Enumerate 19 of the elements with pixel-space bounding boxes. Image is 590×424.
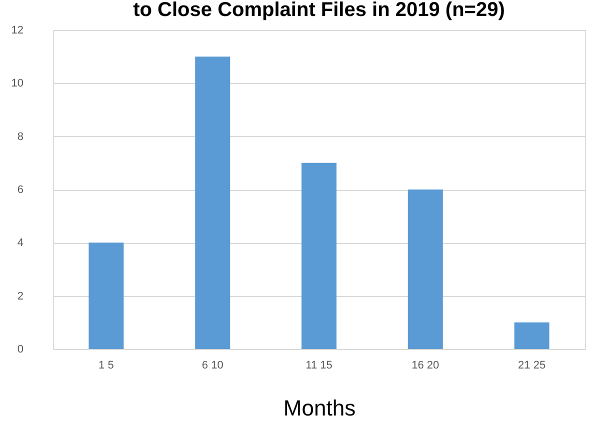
y-tick-label: 4 bbox=[17, 237, 24, 250]
x-tick-label: 21 25 bbox=[518, 360, 546, 372]
bar bbox=[514, 322, 550, 349]
bar bbox=[195, 56, 230, 349]
bar bbox=[302, 162, 336, 349]
x-tick-label: 11 15 bbox=[306, 360, 332, 372]
y-tick-label: 8 bbox=[17, 130, 24, 143]
bar bbox=[408, 190, 443, 349]
bar bbox=[88, 242, 124, 349]
y-tick-label: 12 bbox=[11, 24, 24, 36]
y-tick-label: 10 bbox=[11, 78, 24, 90]
x-tick-label: 1 5 bbox=[98, 360, 114, 372]
x-tick-label: 6 10 bbox=[202, 360, 224, 372]
y-tick-label: 0 bbox=[17, 344, 24, 356]
x-tick-label: 16 20 bbox=[412, 360, 440, 372]
x-axis-title: Months bbox=[283, 396, 356, 420]
y-tick-label: 6 bbox=[17, 184, 24, 196]
chart-title: to Close Complaint Files in 2019 (n=29) bbox=[133, 0, 505, 21]
y-tick-label: 2 bbox=[17, 290, 24, 302]
